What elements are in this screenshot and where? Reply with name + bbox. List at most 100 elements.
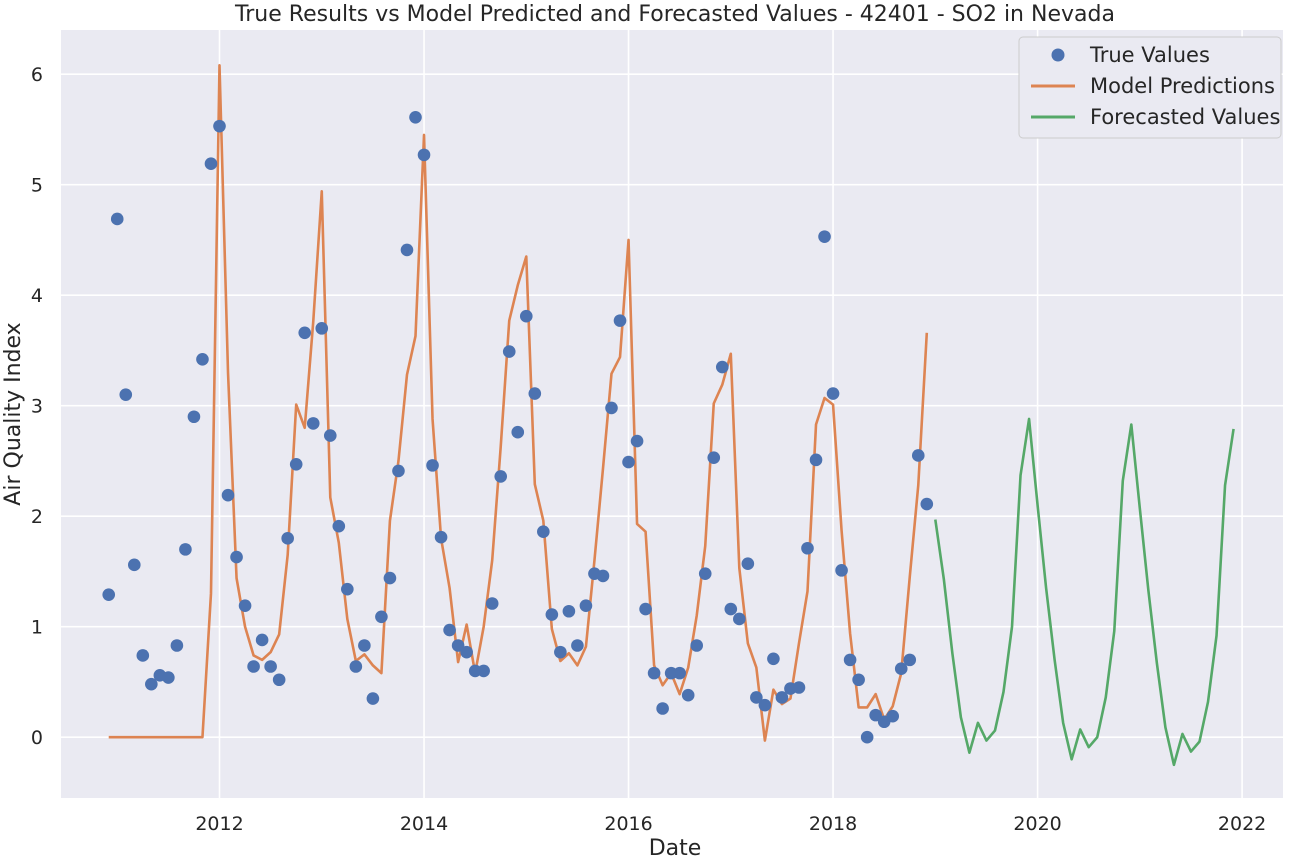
data-point-true-values <box>545 608 559 621</box>
data-point-true-values <box>494 470 508 483</box>
data-point-true-values <box>477 664 490 678</box>
data-point-true-values <box>136 649 150 662</box>
x-tick-label: 2016 <box>604 813 652 835</box>
data-point-true-values <box>537 525 550 538</box>
y-axis-label: Air Quality Index <box>1 322 26 505</box>
data-point-true-values <box>528 387 542 400</box>
data-point-true-values <box>375 610 388 624</box>
data-point-true-values <box>852 673 865 687</box>
data-point-true-values <box>869 708 882 722</box>
y-tick-label: 6 <box>31 64 43 86</box>
data-point-true-values <box>715 360 729 374</box>
data-point-true-values <box>341 582 354 596</box>
data-point-true-values <box>247 660 260 673</box>
plot-area <box>61 30 1283 798</box>
data-point-true-values <box>835 564 848 577</box>
data-point-true-values <box>605 401 618 415</box>
data-point-true-values <box>289 457 303 471</box>
series-line-model-predictions <box>108 64 929 742</box>
data-point-true-values <box>818 230 831 243</box>
data-point-true-values <box>119 388 133 401</box>
data-point-true-values <box>511 425 525 439</box>
y-tick-label: 2 <box>31 506 43 528</box>
chart-title: True Results vs Model Predicted and Fore… <box>234 2 1115 27</box>
data-point-true-values <box>460 645 473 659</box>
data-point-true-values <box>383 571 397 585</box>
x-tick-label: 2012 <box>195 813 243 835</box>
data-point-true-values <box>903 653 917 667</box>
x-tick-label: 2014 <box>400 813 448 835</box>
y-axis-ticks: 0 1 2 3 4 5 6 <box>31 64 43 749</box>
data-point-true-values <box>750 691 763 704</box>
data-point-true-values <box>366 692 380 705</box>
data-point-true-values <box>698 567 712 580</box>
data-point-true-values <box>571 639 584 652</box>
data-point-true-values <box>911 449 925 462</box>
data-point-true-values <box>801 541 814 555</box>
data-point-true-values <box>204 157 218 171</box>
data-point-true-values <box>519 309 533 323</box>
data-point-true-values <box>826 387 840 400</box>
data-point-true-values <box>630 434 644 448</box>
data-point-true-values <box>613 314 627 327</box>
x-tick-label: 2022 <box>1218 813 1266 835</box>
data-point-true-values <box>145 677 158 691</box>
data-point-true-values <box>681 688 695 702</box>
legend-box <box>1018 36 1282 139</box>
data-point-true-values <box>639 602 652 616</box>
x-axis-ticks: 2012 2014 2016 2018 2020 2022 <box>195 813 1266 835</box>
data-point-true-values <box>451 639 465 652</box>
data-point-true-values <box>792 681 806 694</box>
data-point-true-values <box>690 639 704 652</box>
data-point-true-values <box>179 543 192 556</box>
y-tick-label: 3 <box>31 396 43 418</box>
y-tick-label: 1 <box>31 617 43 639</box>
data-point-true-values <box>758 698 772 712</box>
data-point-true-values <box>409 111 422 124</box>
data-point-true-values <box>127 558 141 572</box>
data-point-true-values <box>434 530 448 544</box>
data-point-true-values <box>622 455 635 469</box>
data-point-true-values <box>767 652 780 666</box>
legend-label-true-values: True Values <box>1089 43 1210 67</box>
data-point-true-values <box>502 345 516 358</box>
data-point-true-values <box>358 639 371 652</box>
data-point-true-values <box>733 612 746 626</box>
data-point-true-values <box>809 453 823 467</box>
data-point-true-values <box>426 459 439 472</box>
data-point-true-values <box>417 148 431 162</box>
data-point-true-values <box>400 243 414 257</box>
data-point-true-values <box>255 633 269 647</box>
data-point-true-values <box>170 639 184 652</box>
data-point-true-values <box>724 602 738 616</box>
data-point-true-values <box>656 702 669 715</box>
data-point-true-values <box>860 730 874 744</box>
data-point-true-values <box>741 557 755 571</box>
legend-label-forecasted-values: Forecasted Values <box>1090 105 1280 129</box>
y-tick-label: 4 <box>31 285 43 307</box>
data-point-true-values <box>647 666 661 680</box>
data-point-true-values <box>886 709 900 723</box>
data-point-true-values <box>332 519 346 533</box>
data-point-true-values <box>213 119 226 133</box>
data-point-true-values <box>349 660 363 673</box>
legend-marker-true-values <box>1051 48 1065 62</box>
data-point-true-values <box>315 322 329 335</box>
series-layer <box>102 64 1235 767</box>
legend: True Values Model Predictions Forecasted… <box>1018 36 1282 139</box>
x-tick-label: 2018 <box>809 813 857 835</box>
data-point-true-values <box>775 691 789 704</box>
data-point-true-values <box>579 599 593 613</box>
series-line-forecasted-values <box>934 417 1235 767</box>
data-point-true-values <box>110 212 124 226</box>
x-tick-label: 2020 <box>1013 813 1061 835</box>
data-point-true-values <box>187 410 201 424</box>
data-point-true-values <box>443 623 456 637</box>
y-tick-label: 5 <box>31 175 43 197</box>
data-point-true-values <box>298 326 312 340</box>
data-point-true-values <box>392 464 405 478</box>
data-point-true-values <box>196 353 209 366</box>
data-point-true-values <box>673 666 686 680</box>
data-point-true-values <box>894 662 908 676</box>
